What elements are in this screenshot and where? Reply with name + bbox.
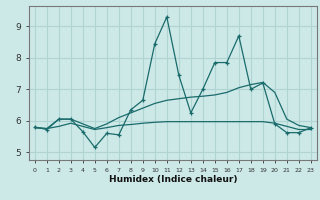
X-axis label: Humidex (Indice chaleur): Humidex (Indice chaleur)	[108, 175, 237, 184]
